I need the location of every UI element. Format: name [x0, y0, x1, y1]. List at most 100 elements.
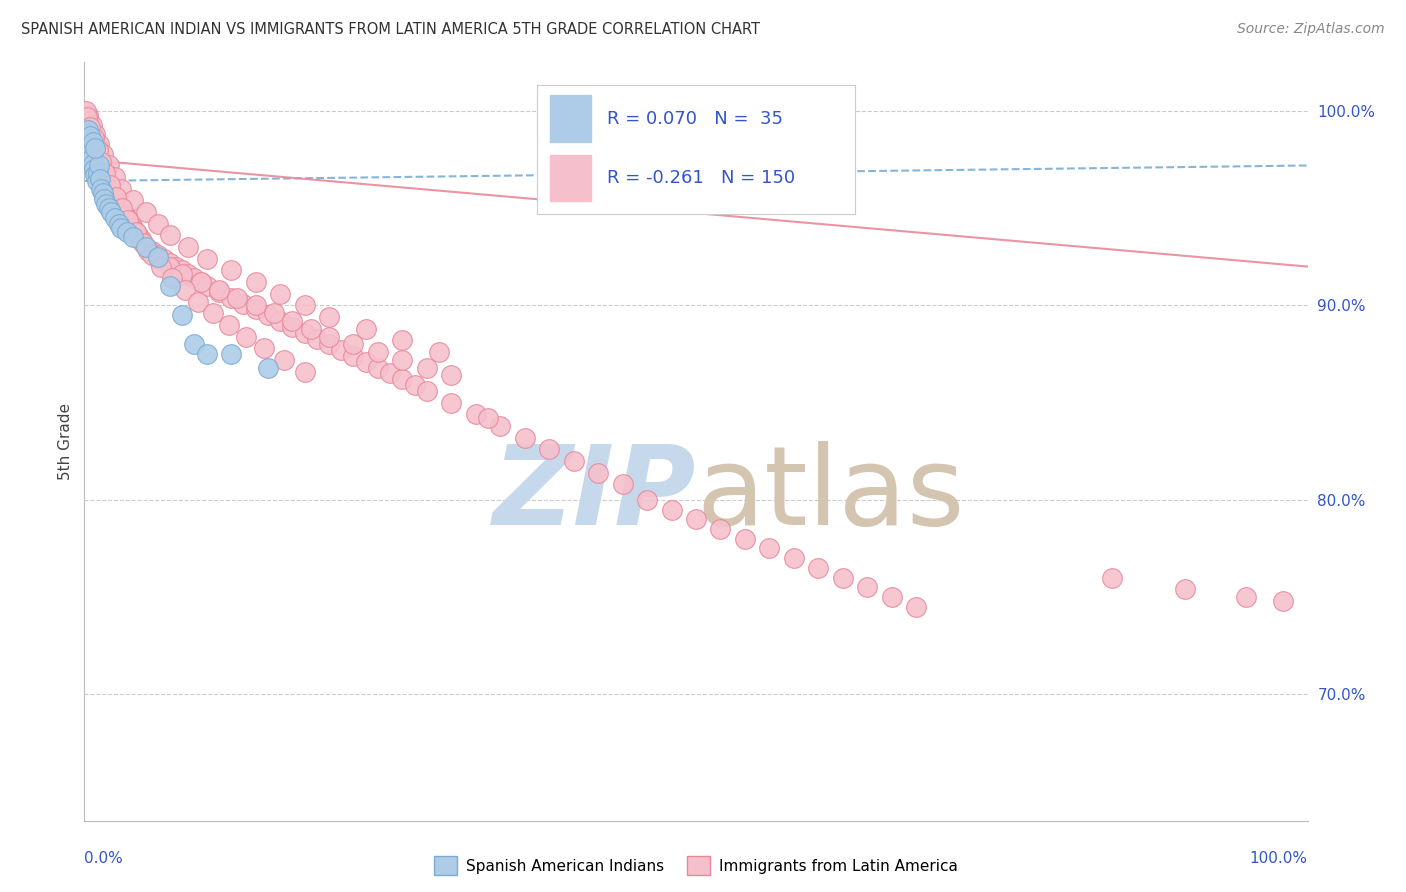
Point [96, 174, 118, 188]
Point [86, 174, 108, 188]
Point [612, 477, 634, 491]
Text: atlas: atlas [696, 442, 965, 548]
Point [195, 252, 218, 266]
Point [77, 139, 100, 153]
Point [489, 419, 512, 434]
Point [84, 141, 107, 155]
Point [162, 271, 184, 285]
Point [477, 411, 499, 425]
Point [586, 466, 609, 480]
Point [76, 128, 98, 142]
Point [125, 225, 148, 239]
Text: 0.0%: 0.0% [84, 851, 124, 866]
Point [257, 308, 280, 322]
Point [281, 314, 304, 328]
Point [318, 310, 340, 325]
Point [253, 341, 276, 355]
Point [709, 522, 731, 536]
Point [83, 135, 105, 149]
Point [83, 162, 105, 177]
Point [636, 492, 658, 507]
Point [734, 532, 756, 546]
Point [146, 252, 169, 266]
Point [150, 260, 173, 274]
Point [219, 263, 242, 277]
Point [146, 217, 169, 231]
Point [173, 283, 195, 297]
Point [112, 205, 135, 219]
Point [281, 319, 304, 334]
Point [87, 159, 110, 173]
Point [97, 178, 120, 192]
Point [153, 252, 176, 266]
Point [195, 347, 218, 361]
Point [93, 162, 115, 177]
Point [128, 232, 150, 246]
Point [77, 123, 100, 137]
Point [172, 268, 194, 282]
Point [758, 541, 780, 556]
Point [183, 271, 205, 285]
Point [122, 194, 145, 208]
Point [75, 103, 97, 118]
Point [218, 318, 240, 332]
Point [183, 337, 205, 351]
Point [190, 275, 212, 289]
Point [90, 154, 112, 169]
Point [1101, 571, 1123, 585]
Point [110, 201, 132, 215]
Point [464, 407, 486, 421]
Point [84, 168, 107, 182]
Point [80, 118, 103, 132]
Point [1236, 590, 1258, 604]
Point [685, 512, 707, 526]
Point [96, 197, 118, 211]
Point [90, 159, 112, 173]
Point [146, 248, 169, 262]
Point [354, 322, 377, 336]
Point [299, 322, 322, 336]
Point [98, 178, 121, 192]
Point [104, 211, 127, 225]
Point [105, 194, 128, 208]
Point [129, 232, 152, 246]
Point [77, 108, 100, 122]
Point [294, 326, 316, 340]
Point [100, 186, 122, 200]
Point [82, 135, 104, 149]
Point [97, 159, 120, 173]
Point [87, 151, 110, 165]
Point [117, 213, 139, 227]
Point [97, 201, 120, 215]
Point [77, 113, 100, 128]
Point [87, 146, 110, 161]
Point [84, 139, 107, 153]
Point [513, 431, 536, 445]
Point [135, 240, 157, 254]
Point [132, 236, 155, 251]
Point [187, 294, 209, 309]
Point [79, 129, 101, 144]
Text: ZIP: ZIP [492, 442, 696, 548]
Point [245, 298, 267, 312]
Point [172, 263, 194, 277]
Point [416, 384, 439, 398]
Point [1174, 582, 1197, 597]
Point [440, 368, 463, 383]
Point [86, 143, 108, 157]
Point [97, 174, 120, 188]
Point [117, 213, 139, 227]
Point [141, 248, 163, 262]
Point [111, 201, 134, 215]
Y-axis label: 5th Grade: 5th Grade [58, 403, 73, 480]
Point [159, 279, 181, 293]
Point [538, 442, 561, 457]
Point [416, 360, 439, 375]
Point [427, 345, 450, 359]
Point [122, 230, 145, 244]
Point [342, 337, 364, 351]
Point [89, 172, 111, 186]
Point [84, 128, 107, 142]
Point [100, 205, 122, 219]
Point [107, 197, 129, 211]
